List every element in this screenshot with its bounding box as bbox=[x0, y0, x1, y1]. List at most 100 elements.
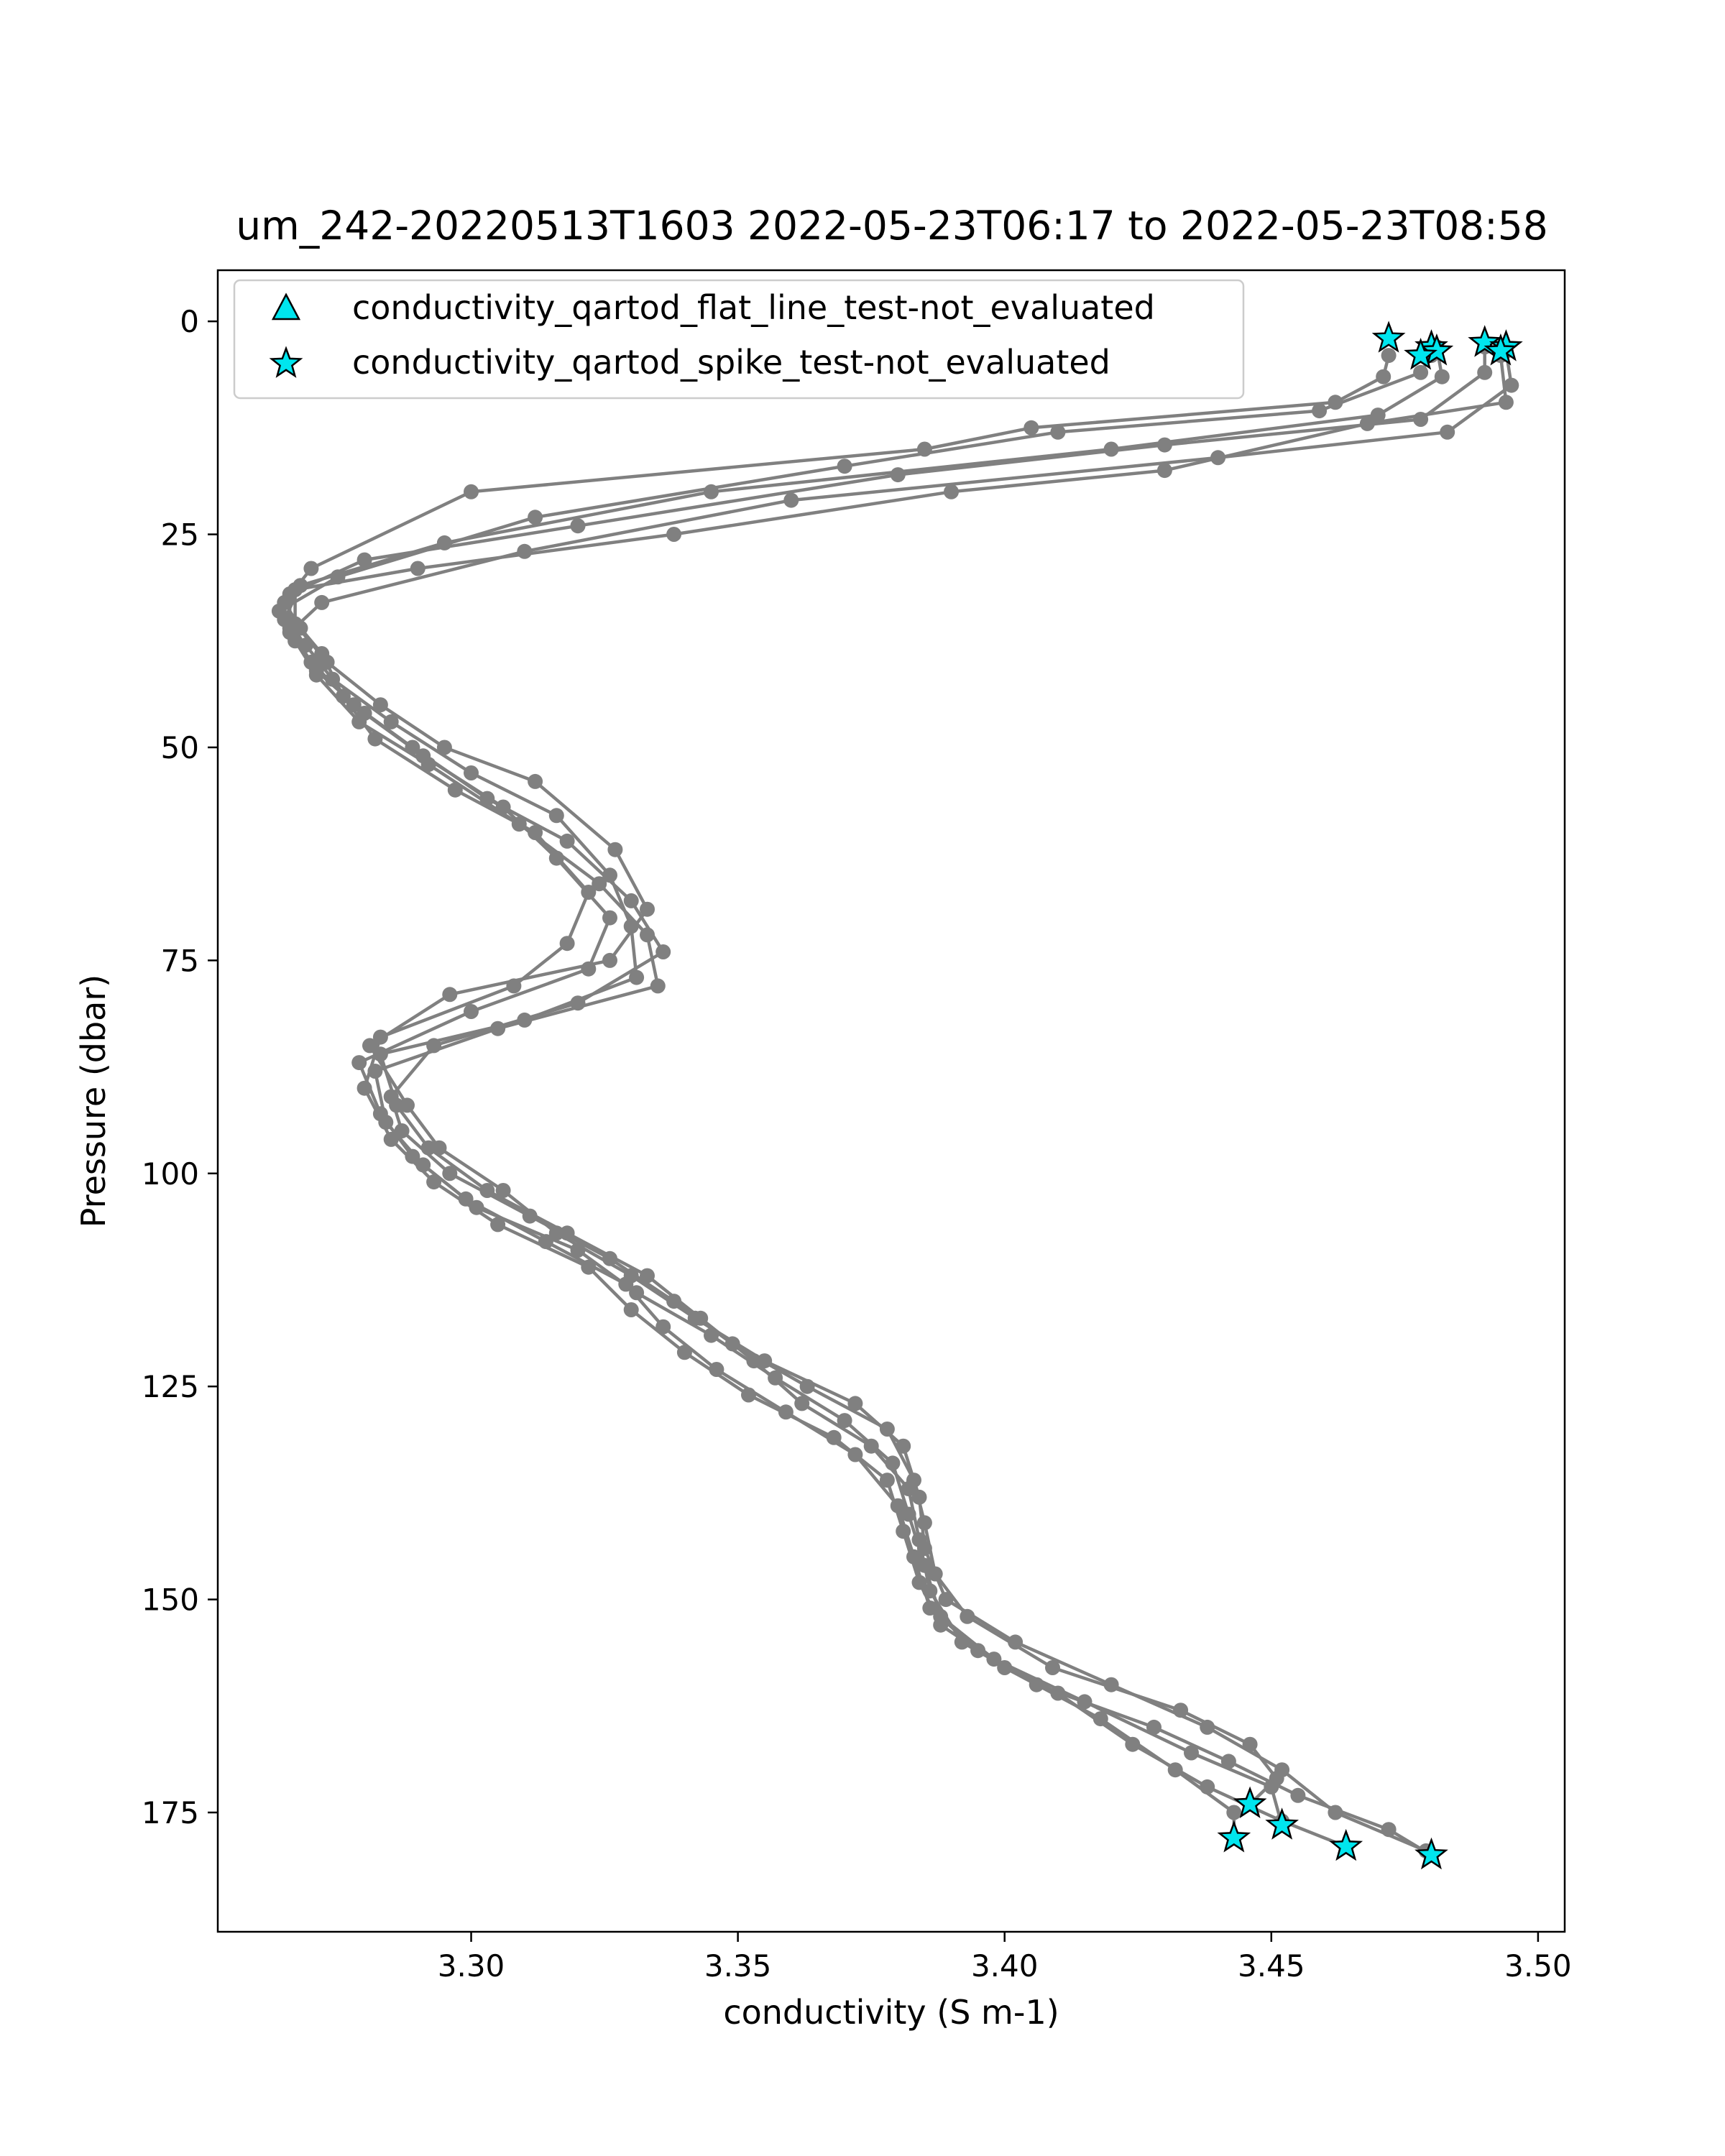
profile-point bbox=[1024, 420, 1039, 436]
profile-point bbox=[1200, 1719, 1215, 1735]
profile-point bbox=[1045, 1660, 1060, 1675]
profile-point bbox=[319, 654, 335, 670]
spike-marker-star bbox=[1265, 1807, 1300, 1840]
spike-marker-star bbox=[1371, 321, 1406, 353]
profile-point bbox=[1200, 1779, 1215, 1795]
profile-point bbox=[362, 1038, 377, 1054]
profile-point bbox=[511, 816, 527, 832]
profile-point bbox=[1077, 1694, 1092, 1710]
profile-point bbox=[1413, 364, 1429, 380]
profile-point bbox=[944, 484, 959, 499]
legend: conductivity_qartod_flat_line_test-not_e… bbox=[233, 279, 1245, 400]
profile-point bbox=[960, 1608, 975, 1624]
profile-point bbox=[768, 1370, 783, 1386]
profile-point bbox=[1274, 1762, 1290, 1778]
profile-point bbox=[847, 1396, 863, 1411]
profile-point bbox=[916, 1557, 932, 1573]
star-marker-icon bbox=[269, 346, 303, 378]
profile-point bbox=[890, 1498, 906, 1514]
profile-point bbox=[469, 1199, 484, 1215]
x-axis-label: conductivity (S m-1) bbox=[723, 1993, 1059, 2032]
y-tick-label: 0 bbox=[180, 304, 199, 339]
profile-point bbox=[420, 757, 436, 773]
spike-marker-star bbox=[1329, 1828, 1363, 1861]
profile-point bbox=[490, 1217, 506, 1233]
profile-point bbox=[548, 808, 564, 824]
profile-point bbox=[916, 1515, 932, 1531]
profile-point bbox=[666, 527, 682, 542]
profile-point bbox=[442, 987, 458, 1003]
y-tick-label: 100 bbox=[142, 1156, 199, 1192]
y-axis-label: Pressure (dbar) bbox=[74, 975, 113, 1227]
profile-point bbox=[346, 697, 362, 713]
y-tick-label: 175 bbox=[142, 1795, 199, 1830]
spike-marker-star bbox=[1484, 333, 1518, 366]
profile-point bbox=[901, 1506, 916, 1522]
profile-point bbox=[1434, 369, 1450, 384]
profile-point bbox=[623, 1302, 639, 1317]
legend-label-spike: conductivity_qartod_spike_test-not_evalu… bbox=[352, 343, 1110, 382]
profile-point bbox=[464, 1004, 479, 1019]
profile-point bbox=[623, 893, 639, 908]
profile-point bbox=[986, 1651, 1002, 1667]
profile-point bbox=[559, 833, 575, 849]
profile-point bbox=[410, 561, 426, 576]
profile-point bbox=[826, 1429, 842, 1445]
profile-point bbox=[356, 552, 372, 568]
profile-point bbox=[1504, 377, 1519, 393]
profile-point bbox=[303, 561, 319, 576]
spike-marker-star bbox=[1420, 333, 1454, 366]
profile-point bbox=[879, 1473, 895, 1488]
x-tick-label: 3.50 bbox=[1504, 1948, 1572, 1984]
profile-point bbox=[794, 1396, 810, 1411]
profile-lines bbox=[271, 339, 1519, 1863]
y-tick-label: 25 bbox=[161, 517, 199, 553]
profile-line-4 bbox=[288, 346, 1486, 1805]
profile-point bbox=[1156, 437, 1172, 453]
profile-point bbox=[1359, 415, 1375, 431]
profile-point bbox=[383, 1089, 399, 1105]
profile-point bbox=[548, 1225, 564, 1241]
profile-point bbox=[1050, 424, 1066, 440]
spike-marker-star bbox=[1217, 1820, 1251, 1853]
profile-point bbox=[517, 543, 533, 559]
profile-point bbox=[1440, 424, 1455, 440]
x-axis: 3.30 3.35 3.40 3.45 3.50 bbox=[438, 1932, 1572, 1984]
profile-point bbox=[757, 1353, 773, 1369]
profile-point bbox=[528, 510, 543, 525]
x-tick-label: 3.45 bbox=[1238, 1948, 1305, 1984]
profile-point bbox=[1184, 1745, 1199, 1761]
profile-point bbox=[1381, 348, 1397, 364]
profile-point bbox=[490, 1021, 506, 1036]
profile-point bbox=[431, 1140, 447, 1156]
profile-point bbox=[1376, 369, 1392, 384]
profile-point bbox=[1498, 395, 1514, 410]
spike-marker-star bbox=[1468, 325, 1501, 357]
profile-point bbox=[325, 671, 341, 687]
profile-point bbox=[640, 901, 655, 917]
profile-point bbox=[879, 1422, 895, 1437]
profile-point bbox=[607, 842, 623, 857]
profile-point bbox=[383, 714, 399, 729]
profile-point bbox=[778, 1404, 794, 1420]
profile-point bbox=[1328, 1805, 1343, 1820]
profile-point bbox=[1008, 1634, 1024, 1650]
profile-line-6 bbox=[293, 355, 1508, 1853]
profile-point bbox=[1290, 1787, 1306, 1803]
profile-point bbox=[623, 1268, 639, 1284]
profile-point bbox=[837, 1413, 852, 1429]
profile-point bbox=[528, 773, 543, 789]
spike-marker-star bbox=[1233, 1786, 1267, 1818]
chart-title: um_242-20220513T1603 2022-05-23T06:17 to… bbox=[236, 203, 1547, 249]
profile-point bbox=[847, 1447, 863, 1462]
profile-point bbox=[436, 740, 452, 755]
spike-marker-star bbox=[1404, 338, 1438, 370]
y-tick-label: 50 bbox=[161, 730, 199, 765]
profile-point bbox=[1477, 364, 1493, 380]
profile-point bbox=[415, 1157, 431, 1173]
spike-markers bbox=[1217, 321, 1523, 1870]
y-tick-label: 150 bbox=[142, 1583, 199, 1618]
profile-point bbox=[528, 825, 543, 840]
profile-point bbox=[709, 1362, 724, 1377]
